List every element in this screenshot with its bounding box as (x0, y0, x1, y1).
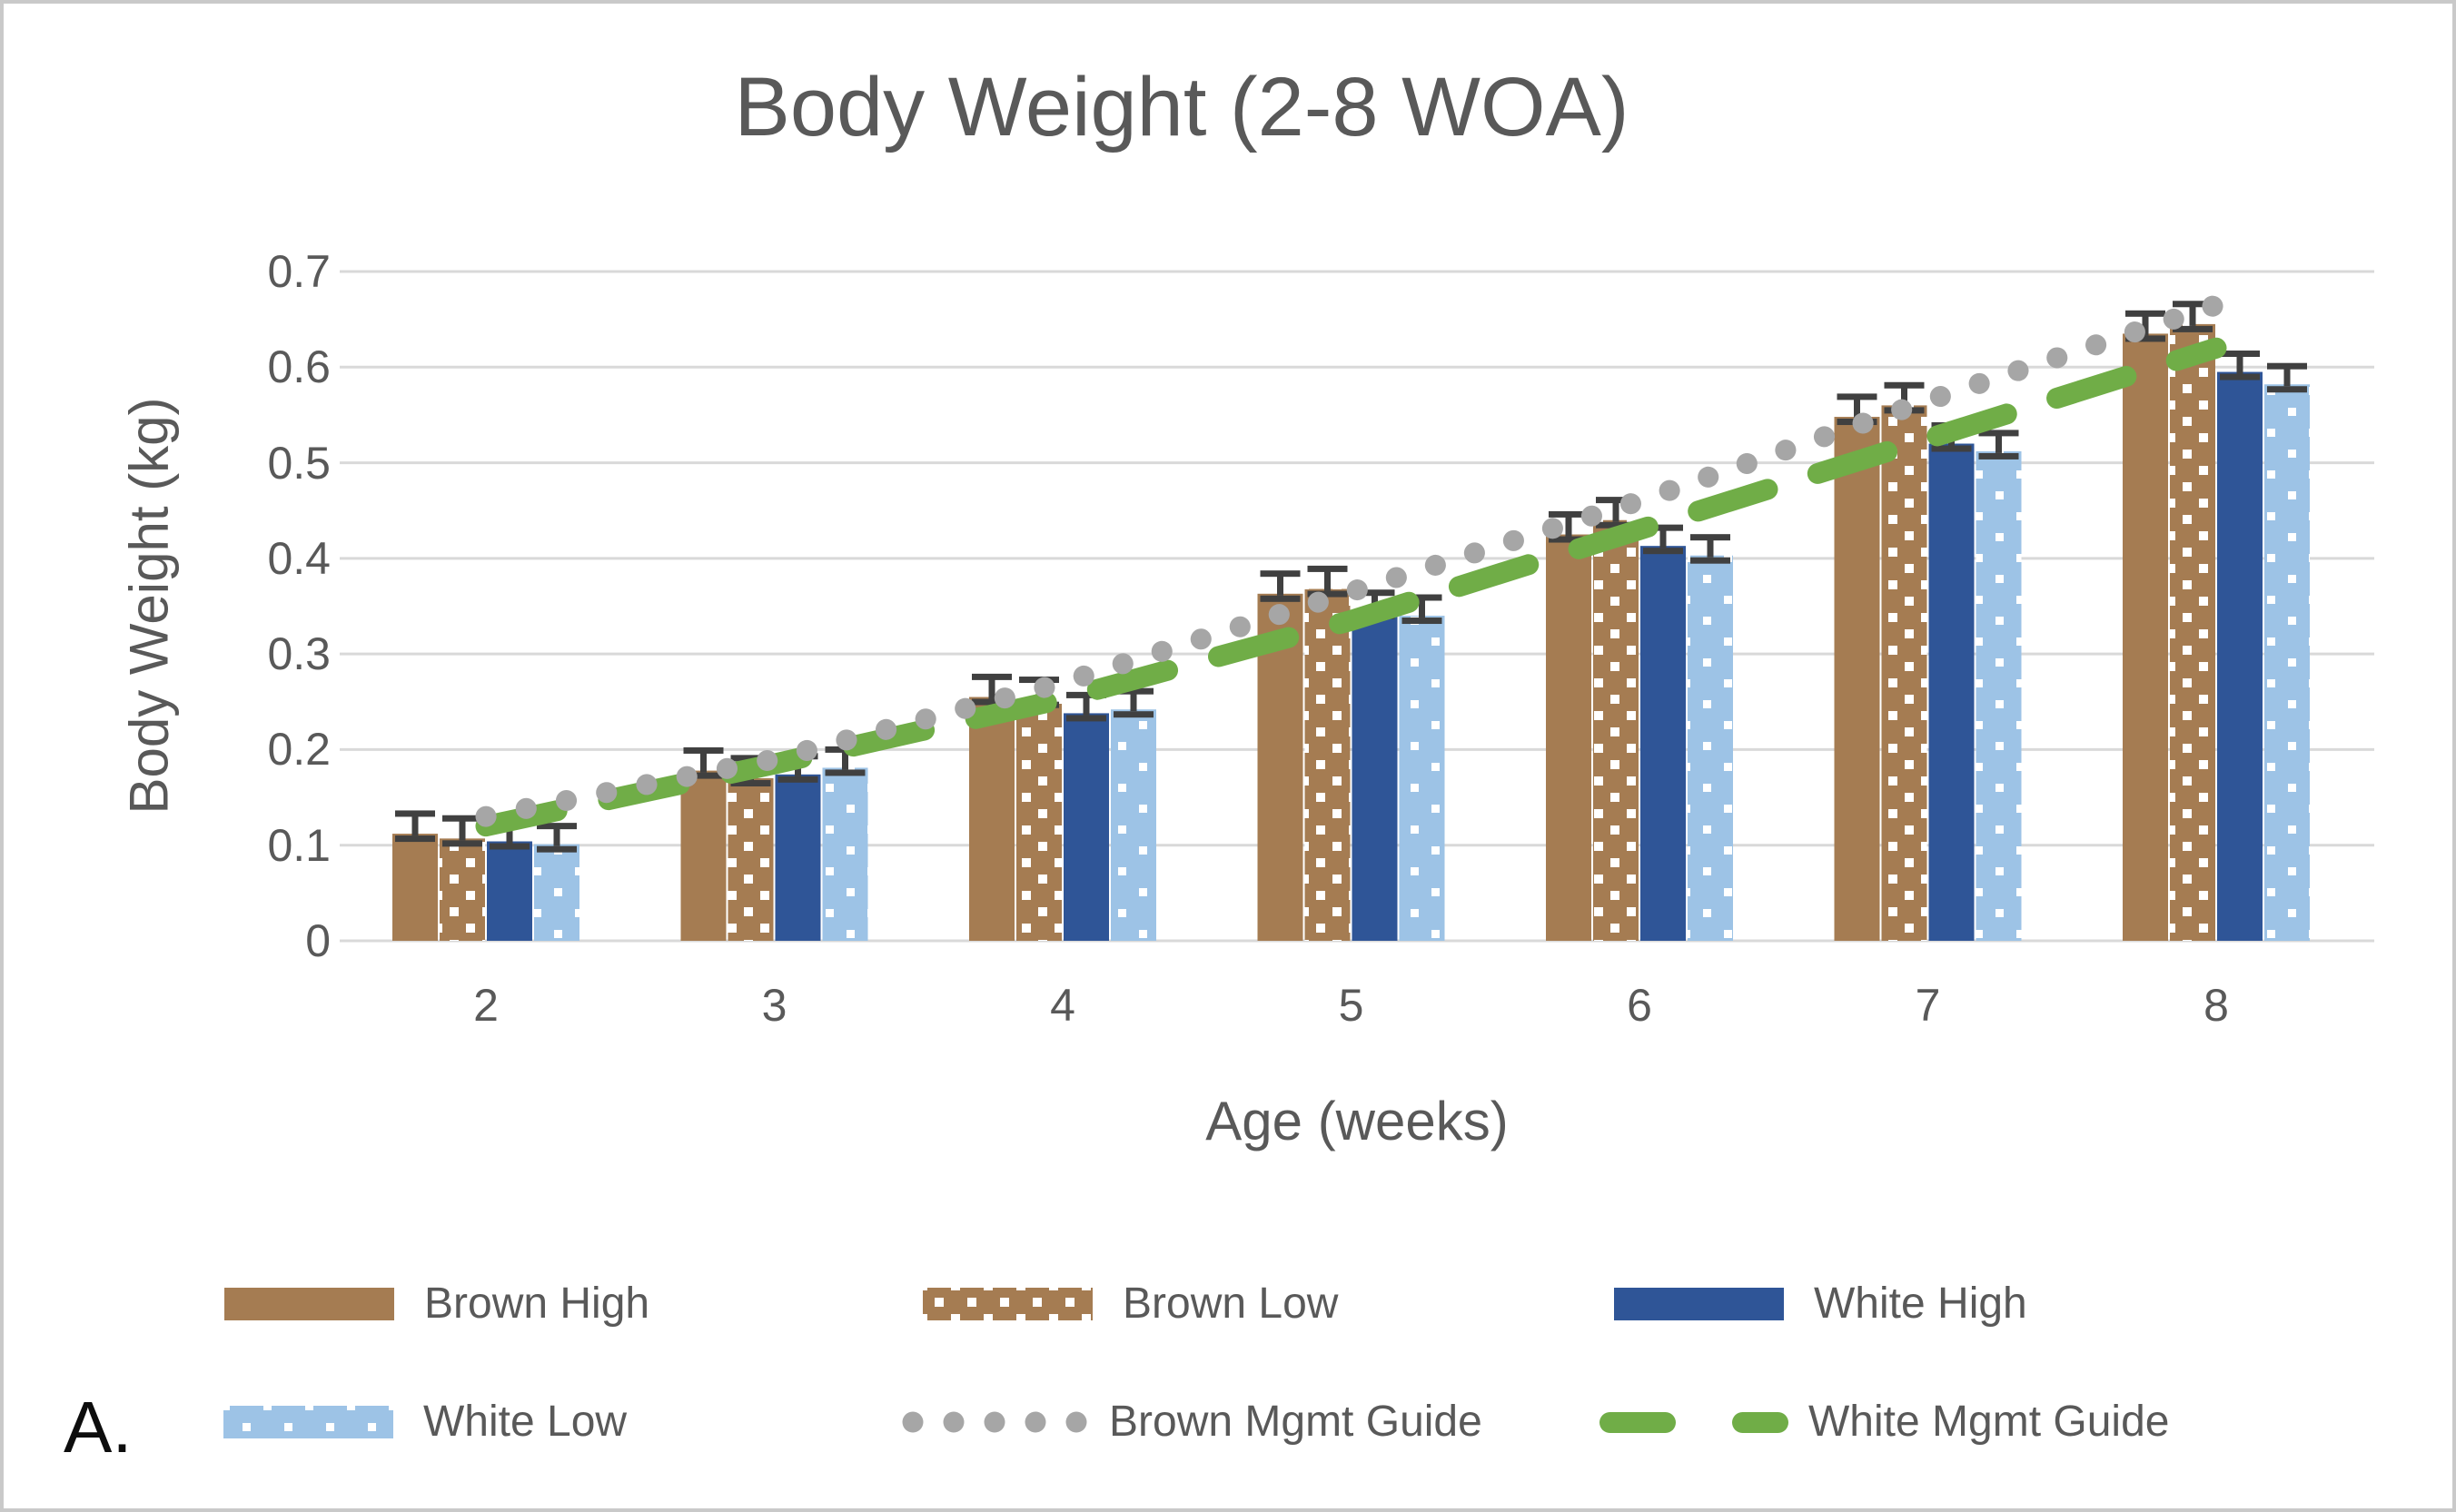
bar-brown-high-week-2 (392, 834, 438, 941)
error-bar (972, 673, 1012, 706)
bar-white-low-week-6 (1688, 555, 1733, 941)
legend-label-brown-mgmt-guide: Brown Mgmt Guide (1109, 1398, 1482, 1446)
legend-swatch-brown-low-icon (914, 1277, 1103, 1331)
bar-brown-high-week-3 (680, 770, 727, 941)
y-tick-label-0.6: 0.6 (267, 341, 331, 393)
x-tick-label-3: 3 (761, 980, 787, 1031)
error-bar (1549, 510, 1589, 543)
legend-item-brown-mgmt-guide: Brown Mgmt Guide (900, 1395, 1482, 1449)
y-tick-label-0.1: 0.1 (267, 819, 331, 871)
error-bar (1401, 594, 1442, 625)
error-bar (442, 815, 482, 847)
legend-item-white-high: White High (1605, 1277, 2027, 1331)
bar-brown-low-week-6 (1593, 519, 1639, 941)
x-tick-label-8: 8 (2203, 980, 2229, 1031)
error-bar (537, 823, 577, 853)
bar-white-low-week-8 (2264, 384, 2310, 941)
bar-white-high-week-4 (1064, 713, 1109, 941)
legend-label-white-mgmt-guide: White Mgmt Guide (1808, 1398, 2170, 1446)
error-bar (2125, 310, 2165, 342)
bar-white-low-week-4 (1111, 709, 1156, 941)
legend-swatch-white-mgmt-guide-icon (1599, 1395, 1788, 1449)
legend-swatch-white-low-icon (214, 1395, 403, 1449)
y-tick-label-0.4: 0.4 (267, 532, 331, 584)
bar-white-low-week-7 (1976, 450, 2022, 941)
legend-label-white-low: White Low (423, 1398, 628, 1446)
brown-mgmt-guide-line (475, 294, 2227, 827)
legend-label-brown-low: Brown Low (1123, 1280, 1339, 1328)
legend-label-brown-high: Brown High (424, 1280, 650, 1328)
bar-brown-low-week-4 (1016, 699, 1062, 941)
error-bar (1643, 524, 1683, 555)
bar-brown-low-week-2 (440, 838, 485, 941)
x-axis-title: Age (weeks) (1205, 1091, 1509, 1151)
legend-item-brown-low: Brown Low (914, 1277, 1338, 1331)
legend-item-white-low: White Low (214, 1395, 627, 1449)
legend-swatch-brown-high-icon (215, 1277, 404, 1331)
legend-item-white-mgmt-guide: White Mgmt Guide (1599, 1395, 2169, 1449)
bar-brown-low-week-3 (728, 778, 774, 941)
error-bar (1596, 497, 1636, 529)
bar-brown-high-week-8 (2123, 333, 2168, 942)
legend-swatch-white-high-icon (1605, 1277, 1794, 1331)
error-bar (1260, 570, 1301, 602)
x-tick-label-7: 7 (1915, 980, 1941, 1031)
error-bar (2173, 301, 2213, 332)
error-bar (1307, 565, 1348, 598)
bar-white-high-week-5 (1352, 610, 1398, 941)
bar-brown-low-week-5 (1304, 588, 1351, 941)
legend-item-brown-high: Brown High (215, 1277, 649, 1331)
plot-area (4, 4, 2452, 1508)
y-tick-label-0.2: 0.2 (267, 724, 331, 776)
error-bar (395, 810, 435, 843)
y-tick-label-0.7: 0.7 (267, 246, 331, 297)
legend-label-white-high: White High (1814, 1280, 2027, 1328)
figure-panel-label: A. (64, 1387, 133, 1468)
error-bar (1114, 687, 1154, 718)
x-tick-label-6: 6 (1627, 980, 1652, 1031)
bar-brown-high-week-4 (969, 697, 1015, 941)
error-bar (2220, 351, 2260, 380)
y-tick-label-0: 0 (305, 915, 331, 966)
bar-white-low-week-3 (822, 767, 868, 941)
x-tick-label-4: 4 (1050, 980, 1075, 1031)
bar-white-high-week-6 (1640, 546, 1686, 941)
chart-svg (340, 270, 2374, 943)
bar-white-low-week-5 (1399, 616, 1445, 941)
error-bar (1066, 691, 1106, 722)
chart-title: Body Weight (2-8 WOA) (734, 61, 1629, 153)
x-tick-label-2: 2 (473, 980, 499, 1031)
bar-brown-low-week-8 (2170, 323, 2215, 942)
y-tick-label-0.3: 0.3 (267, 628, 331, 680)
error-bar (1690, 534, 1730, 564)
bar-brown-high-week-6 (1546, 534, 1591, 941)
bar-white-high-week-3 (775, 774, 821, 941)
y-tick-label-0.5: 0.5 (267, 437, 331, 489)
bar-white-high-week-7 (1928, 443, 1975, 941)
bar-brown-low-week-7 (1881, 405, 1927, 941)
bar-white-high-week-8 (2217, 371, 2263, 941)
bar-white-low-week-2 (534, 844, 579, 941)
legend-swatch-brown-mgmt-guide-icon (900, 1395, 1089, 1449)
error-bar (1978, 430, 2019, 460)
x-tick-label-5: 5 (1338, 980, 1364, 1031)
bar-white-high-week-2 (487, 841, 532, 941)
error-bar (2267, 362, 2307, 393)
bar-brown-high-week-7 (1834, 417, 1880, 941)
error-bar (683, 746, 724, 779)
